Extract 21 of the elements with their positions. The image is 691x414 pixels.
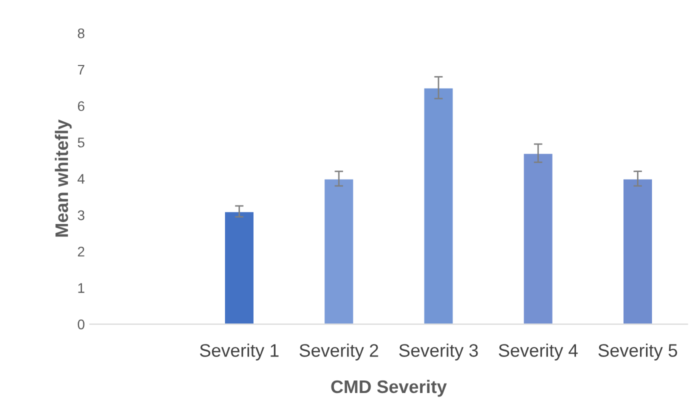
bar [323,178,355,324]
y-tick-label: 3 [78,210,84,220]
y-tick-label: 1 [78,283,84,293]
x-tick-label: Severity 1 [200,344,279,360]
x-tick-label: Severity 5 [598,344,678,360]
y-tick-label: 6 [78,101,84,112]
bar [224,210,255,324]
x-tick-label: Severity 3 [399,344,478,360]
y-tick-label: 4 [78,174,85,184]
y-tick-label: 2 [78,246,84,256]
y-tick-label: 0 [78,319,84,330]
y-tick-label: 7 [78,64,84,75]
y-tick-label: 8 [78,28,84,38]
x-axis-title: CMD Severity [331,380,447,397]
y-tick-label: 5 [78,138,84,148]
x-tick-label: Severity 4 [498,344,578,360]
y-axis-title: Mean whitefly [54,120,72,237]
bar [622,178,654,324]
bar [522,152,554,324]
bar [422,86,454,324]
x-tick-label: Severity 2 [300,344,378,360]
